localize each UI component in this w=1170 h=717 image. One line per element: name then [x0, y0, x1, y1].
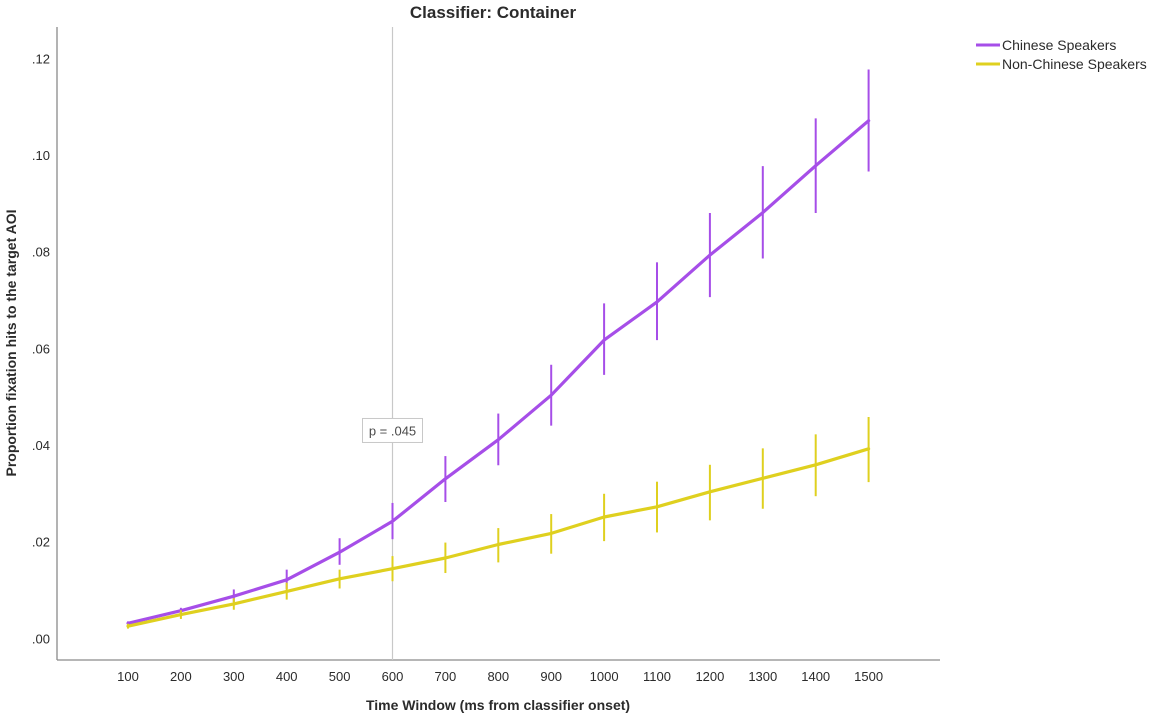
- legend-label: Chinese Speakers: [1002, 37, 1116, 53]
- y-axis-ticks: .00 .02 .04 .06 .08 .10 .12: [32, 51, 50, 646]
- series-group: [126, 69, 871, 629]
- y-tick-label: .06: [32, 341, 50, 356]
- x-tick-label: 900: [540, 669, 562, 684]
- y-tick-label: .08: [32, 245, 50, 260]
- x-tick-label: 800: [487, 669, 509, 684]
- chart-title: Classifier: Container: [410, 3, 577, 22]
- x-tick-label: 400: [276, 669, 298, 684]
- y-tick-label: .02: [32, 535, 50, 550]
- x-tick-label: 1400: [801, 669, 830, 684]
- x-tick-label: 100: [117, 669, 139, 684]
- x-tick-label: 1300: [748, 669, 777, 684]
- annotation-box: [362, 417, 423, 443]
- x-tick-label: 1100: [643, 669, 671, 684]
- x-tick-label: 500: [329, 669, 351, 684]
- x-tick-label: 1000: [590, 669, 619, 684]
- x-tick-label: 600: [382, 669, 404, 684]
- annotation-text: p = .045: [369, 423, 416, 438]
- y-tick-label: .00: [32, 631, 50, 646]
- y-tick-label: .10: [32, 148, 50, 163]
- x-axis-ticks: 100 200 300 400 500 600 700 800 900 1000 1100 1200 1…: [117, 669, 883, 684]
- annotation-group: p = .045: [362, 417, 423, 443]
- x-tick-label: 300: [223, 669, 245, 684]
- x-tick-label: 1500: [854, 669, 883, 684]
- legend: Chinese Speakers Non-Chinese Speakers: [976, 37, 1147, 72]
- x-axis-label: Time Window (ms from classifier onset): [366, 697, 630, 713]
- y-tick-label: .04: [32, 438, 50, 453]
- legend-label: Non-Chinese Speakers: [1002, 56, 1147, 72]
- y-tick-label: .12: [32, 51, 50, 66]
- x-tick-label: 700: [435, 669, 457, 684]
- y-axis-label: Proportion fixation hits to the target A…: [3, 209, 19, 476]
- x-tick-label: 200: [170, 669, 192, 684]
- x-tick-label: 1200: [695, 669, 724, 684]
